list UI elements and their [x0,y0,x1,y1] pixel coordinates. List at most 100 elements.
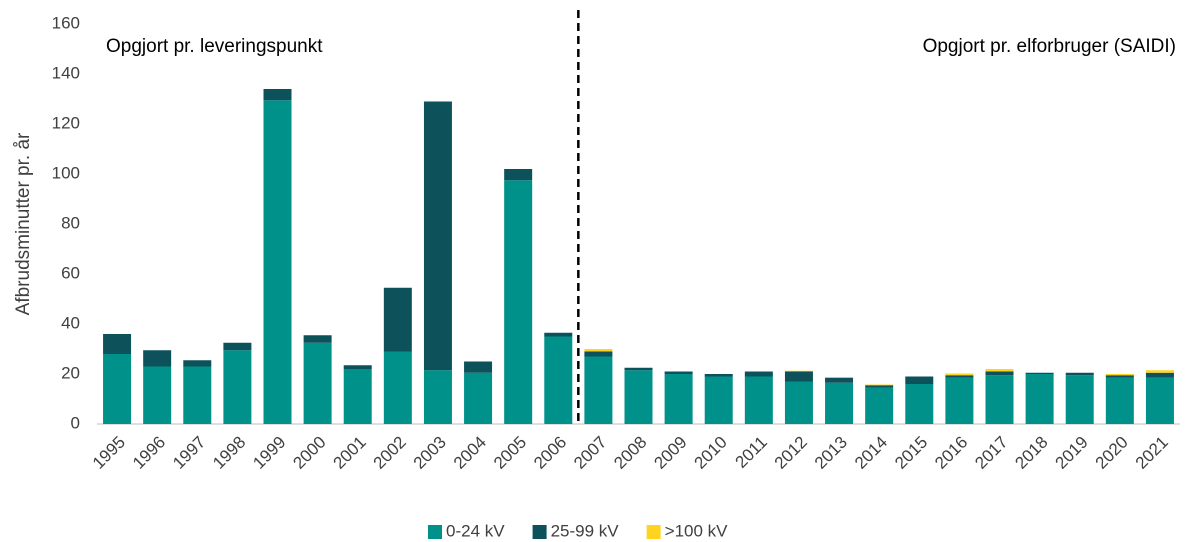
x-tick-label: 1996 [129,433,169,473]
y-tick-label: 100 [52,163,80,182]
bar-segment [945,373,974,376]
x-tick-label: 2017 [971,433,1011,473]
bar-segment [744,376,773,424]
bar-segment [1145,370,1174,373]
bar-segment [223,342,252,351]
bar-segment [1065,375,1094,424]
y-tick-label: 80 [61,213,80,232]
bar-segment [905,376,934,384]
x-tick-label: 2008 [610,433,650,473]
x-tick-label: 2005 [490,433,530,473]
bar-segment [784,381,813,424]
bar-segment [985,369,1014,372]
bar-segment [1105,375,1134,378]
bar-segment [383,351,412,424]
bar-segment [624,367,653,371]
bar-segment [143,350,172,367]
y-axis-label: Afbrudsminutter pr. år [13,132,34,315]
bar-segment [143,366,172,424]
bar-segment [825,377,854,378]
x-tick-label: 2014 [851,433,891,473]
x-tick-label: 2002 [370,433,410,473]
legend-label: >100 kV [665,521,729,540]
bar-segment [1105,374,1134,376]
bar-segment [1105,377,1134,424]
annotation: Opgjort pr. elforbruger (SAIDI) [923,36,1176,57]
bar-segment [343,369,372,424]
bar-segment [103,334,132,354]
x-tick-label: 2004 [450,433,490,473]
x-tick-label: 2001 [330,433,370,473]
x-tick-label: 2016 [931,433,971,473]
bar-segment [504,180,533,424]
bar-segment [584,351,613,357]
y-tick-label: 40 [61,313,80,332]
bar-segment [464,372,493,424]
bar-segment [865,387,894,424]
bar-segment [784,371,813,382]
bar-segment [664,371,693,374]
bar-segment [383,287,412,352]
bar-segment [825,377,854,383]
y-tick-label: 140 [52,63,80,82]
bar-segment [584,349,613,352]
legend-swatch [646,525,661,539]
bar-segment [183,366,212,424]
bar-segment [1025,374,1054,424]
x-tick-label: 2012 [771,433,811,473]
y-tick-label: 0 [71,413,80,432]
bar-segment [504,169,533,181]
x-tick-label: 2015 [891,433,931,473]
bar-segment [985,371,1014,376]
legend-swatch [532,525,547,539]
bar-segment [303,342,332,424]
bar-segment [905,384,934,424]
bar-segment [704,374,733,377]
bar-segment [744,371,773,377]
bar-segment [1065,372,1094,376]
bar-segment [1145,372,1174,378]
bar-segment [303,335,332,343]
x-tick-label: 1997 [169,433,209,473]
bar-segment [945,375,974,378]
x-tick-label: 2013 [811,433,851,473]
x-tick-label: 2011 [732,433,771,472]
bar-segment [624,370,653,424]
bar-segment [223,350,252,424]
bar-segment [1145,377,1174,424]
bar-segment [343,365,372,369]
x-tick-label: 2018 [1011,433,1051,473]
x-tick-label: 1999 [249,433,289,473]
bar-segment [423,370,452,424]
x-tick-label: 1995 [89,433,129,473]
annotation: Opgjort pr. leveringspunkt [106,36,323,57]
bar-segment [544,336,573,424]
bar-segment [464,361,493,373]
bar-segment [945,377,974,424]
x-tick-label: 2003 [410,433,450,473]
x-tick-label: 2021 [1132,433,1172,473]
bar-segment [704,376,733,424]
bar-segment [103,354,132,424]
legend-label: 0-24 kV [446,521,505,540]
x-tick-label: 2020 [1092,433,1132,473]
bar-segment [865,384,894,386]
x-tick-label: 2000 [289,433,329,473]
bar-segment [183,360,212,367]
bar-segment [865,385,894,388]
bar-segment [263,89,292,101]
bar-segment [664,374,693,424]
bar-segment [1025,372,1054,374]
x-tick-label: 2007 [570,433,610,473]
legend-label: 25-99 kV [551,521,620,540]
bar-segment [584,356,613,424]
x-tick-label: 2006 [530,433,570,473]
bar-segment [423,101,452,371]
bar-segment [985,375,1014,424]
x-tick-label: 1998 [209,433,249,473]
y-tick-label: 160 [52,13,80,32]
x-tick-label: 2019 [1052,433,1092,473]
y-tick-label: 20 [61,363,80,382]
bar-segment [784,370,813,372]
